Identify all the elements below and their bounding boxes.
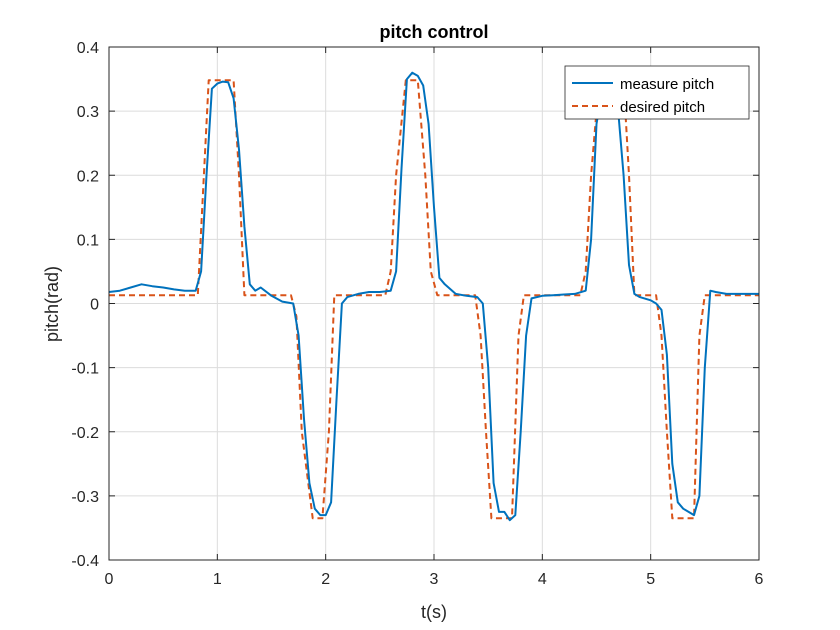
x-tick-label: 3 bbox=[430, 571, 439, 588]
legend: measure pitch desired pitch bbox=[564, 65, 750, 120]
legend-label-desired-pitch: desired pitch bbox=[620, 99, 705, 116]
chart-title: pitch control bbox=[380, 22, 489, 42]
grid-lines bbox=[109, 47, 759, 560]
y-tick-label: 0 bbox=[90, 297, 99, 314]
y-tick-label: 0.4 bbox=[77, 40, 99, 57]
x-tick-label: 0 bbox=[105, 571, 114, 588]
series-line-desired-pitch bbox=[109, 79, 759, 520]
x-tick-label: 6 bbox=[755, 571, 764, 588]
y-tick-label: 0.3 bbox=[77, 104, 99, 121]
y-tick-label: 0.2 bbox=[77, 168, 99, 185]
y-tick-label: -0.4 bbox=[71, 553, 99, 570]
x-tick-label: 2 bbox=[321, 571, 330, 588]
y-tick-label: 0.1 bbox=[77, 232, 99, 249]
x-axis-label: t(s) bbox=[421, 602, 447, 622]
y-axis-label: pitch(rad) bbox=[42, 266, 62, 342]
x-tick-label: 1 bbox=[213, 571, 222, 588]
y-tick-label: -0.1 bbox=[71, 361, 99, 378]
series-line-measure-pitch bbox=[108, 71, 759, 522]
y-tick-label: -0.3 bbox=[71, 489, 99, 506]
x-tick-label: 4 bbox=[538, 571, 547, 588]
legend-box bbox=[564, 65, 750, 120]
y-tick-label: -0.2 bbox=[71, 425, 99, 442]
axis-ticks: 0 1 2 3 4 5 6 -0.4 -0.3 -0.2 -0.1 0 0.1 0.2 0.3 0.4 bbox=[71, 40, 763, 588]
legend-label-measure-pitch: measure pitch bbox=[620, 76, 714, 93]
series-layer bbox=[108, 71, 759, 522]
x-tick-label: 5 bbox=[646, 571, 655, 588]
